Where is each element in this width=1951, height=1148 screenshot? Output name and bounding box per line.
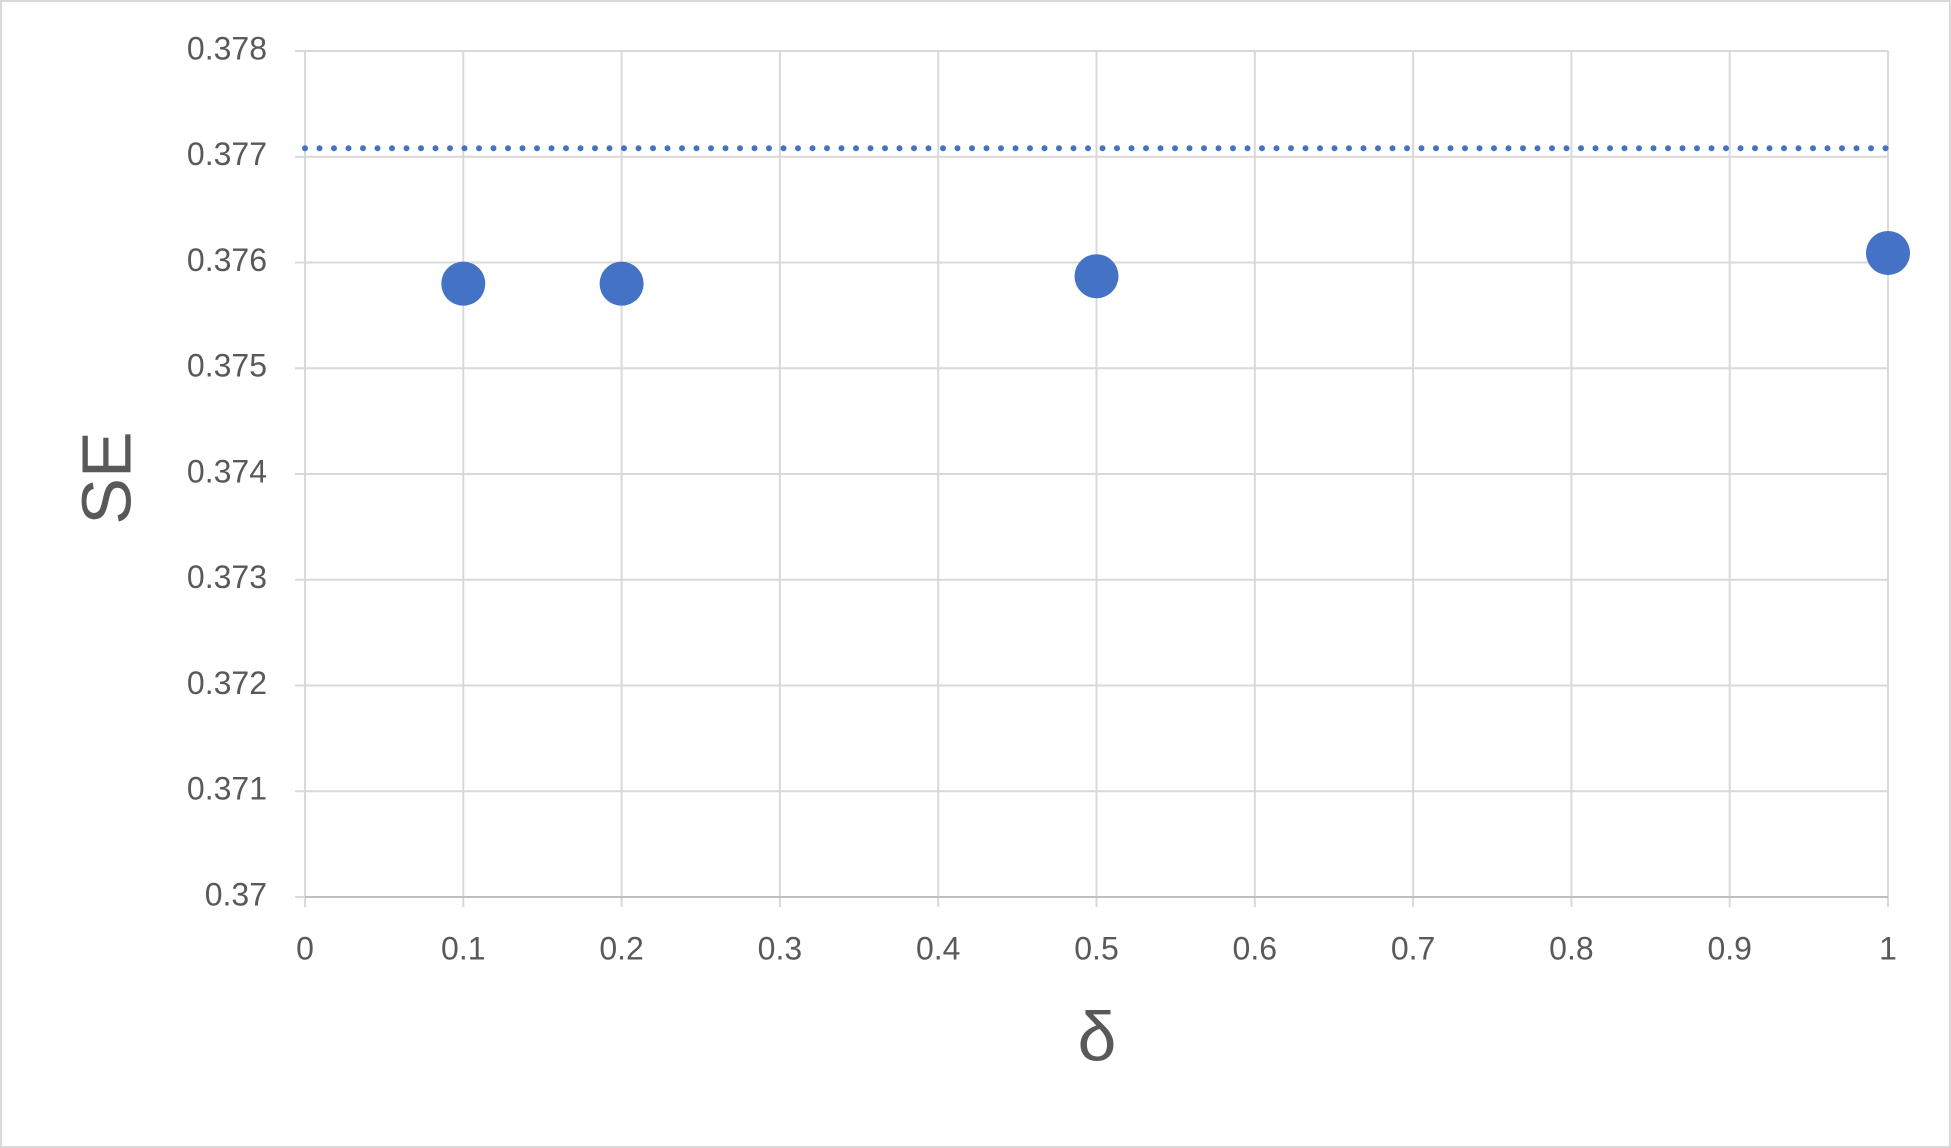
y-tick-label: 0.372 bbox=[187, 665, 267, 701]
y-tick-label: 0.373 bbox=[187, 559, 267, 595]
y-tick-label: 0.374 bbox=[187, 453, 267, 489]
x-tick-label: 0.7 bbox=[1391, 930, 1435, 966]
x-tick-label: 0 bbox=[296, 930, 314, 966]
x-tick-label: 1 bbox=[1879, 930, 1897, 966]
y-tick-label: 0.378 bbox=[187, 30, 267, 66]
point bbox=[1866, 230, 1910, 275]
x-axis-title: δ bbox=[1078, 997, 1117, 1075]
point bbox=[1074, 254, 1119, 299]
x-tick-label: 0.3 bbox=[758, 930, 802, 966]
y-tick-label: 0.371 bbox=[187, 771, 267, 807]
x-tick-label: 0.9 bbox=[1707, 930, 1751, 966]
y-tick-label: 0.377 bbox=[187, 136, 267, 172]
point bbox=[441, 261, 486, 306]
x-tick-label: 0.1 bbox=[441, 930, 485, 966]
x-tick-label: 0.2 bbox=[599, 930, 643, 966]
y-axis-title: SE bbox=[67, 431, 145, 524]
y-tick-label: 0.375 bbox=[187, 348, 267, 384]
x-tick-label: 0.4 bbox=[916, 930, 960, 966]
y-tick-label: 0.376 bbox=[187, 242, 267, 278]
point bbox=[599, 261, 644, 306]
x-tick-label: 0.8 bbox=[1549, 930, 1593, 966]
x-tick-label: 0.5 bbox=[1074, 930, 1118, 966]
x-tick-label: 0.6 bbox=[1233, 930, 1277, 966]
y-tick-label: 0.37 bbox=[205, 876, 267, 912]
